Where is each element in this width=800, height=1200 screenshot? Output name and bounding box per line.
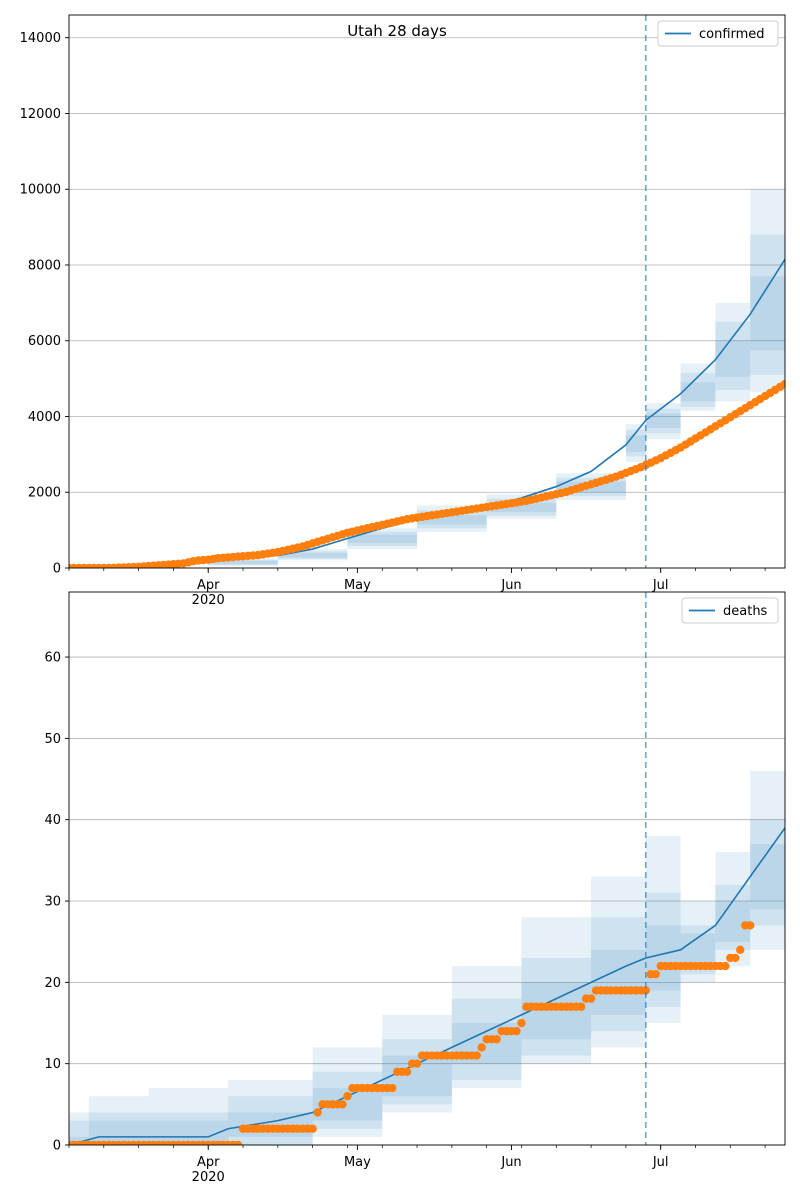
observed-point bbox=[477, 1043, 486, 1052]
legend-label: confirmed bbox=[699, 27, 765, 42]
legend-box bbox=[681, 597, 779, 624]
legend: deaths bbox=[681, 597, 779, 624]
observed-point bbox=[512, 1026, 521, 1036]
observed-point bbox=[308, 1124, 317, 1133]
y-tick-label: 60 bbox=[44, 651, 61, 666]
plot-frame bbox=[68, 14, 786, 569]
y-tick-label: 40 bbox=[44, 813, 61, 828]
legend-box bbox=[657, 20, 779, 47]
observed-point bbox=[731, 953, 740, 963]
y-tick-label: 50 bbox=[44, 732, 61, 747]
observed-point bbox=[786, 377, 794, 385]
observed-point bbox=[402, 1067, 412, 1077]
plot-area bbox=[69, 37, 799, 568]
x-tick-label: Apr bbox=[197, 578, 220, 593]
y-tick-label: 0 bbox=[53, 562, 61, 577]
y-tick-label: 8000 bbox=[28, 258, 61, 273]
y-tick-label: 4000 bbox=[28, 410, 61, 425]
x-tick-label: May bbox=[344, 578, 371, 593]
x-tick-sublabel: 2020 bbox=[192, 1170, 225, 1185]
x-tick-label: Jun bbox=[500, 578, 521, 593]
y-tick-label: 6000 bbox=[28, 334, 61, 349]
observed-point bbox=[780, 379, 785, 389]
y-tick-label: 2000 bbox=[28, 486, 61, 501]
x-tick-label: Jun bbox=[500, 1155, 521, 1170]
observed-point bbox=[736, 945, 745, 955]
observed-point bbox=[313, 1108, 322, 1117]
y-tick-label: 20 bbox=[44, 976, 61, 991]
x-tick-label: Apr bbox=[197, 1155, 220, 1170]
x-tick-sublabel: 2020 bbox=[192, 593, 225, 608]
y-tick-label: 0 bbox=[53, 1139, 61, 1154]
y-tick-label: 10 bbox=[44, 1057, 61, 1072]
observed-point bbox=[791, 375, 799, 383]
observed-point bbox=[338, 1100, 347, 1109]
observed-point bbox=[651, 970, 660, 979]
y-tick-label: 14000 bbox=[20, 31, 61, 46]
observed-point bbox=[412, 1059, 422, 1068]
y-tick-label: 10000 bbox=[20, 183, 61, 198]
observed-point bbox=[472, 1051, 481, 1060]
observed-point bbox=[586, 994, 596, 1003]
y-tick-label: 30 bbox=[44, 895, 61, 910]
observed-point bbox=[343, 1092, 352, 1101]
observed-point bbox=[576, 1002, 586, 1011]
x-tick-label: May bbox=[344, 1155, 371, 1170]
legend-label: deaths bbox=[723, 604, 768, 619]
observed-point bbox=[641, 986, 650, 995]
plot-frame bbox=[68, 591, 786, 1146]
x-tick-label: Jul bbox=[652, 578, 669, 593]
uncertainty-band bbox=[69, 608, 785, 1145]
y-tick-label: 12000 bbox=[20, 107, 61, 122]
observed-point bbox=[745, 921, 755, 930]
observed-point bbox=[517, 1018, 526, 1028]
observed-point bbox=[387, 1083, 397, 1093]
uncertainty-band bbox=[69, 37, 785, 568]
uncertainty-band bbox=[69, 762, 785, 1145]
model-line bbox=[69, 827, 785, 1145]
x-tick-label: Jul bbox=[652, 1155, 669, 1170]
observed-point bbox=[721, 961, 730, 971]
observed-point bbox=[233, 1140, 243, 1145]
legend: confirmed bbox=[657, 20, 779, 47]
observed-point bbox=[492, 1035, 501, 1044]
chart-title: Utah 28 days bbox=[347, 22, 447, 40]
plot-area bbox=[69, 608, 785, 1145]
